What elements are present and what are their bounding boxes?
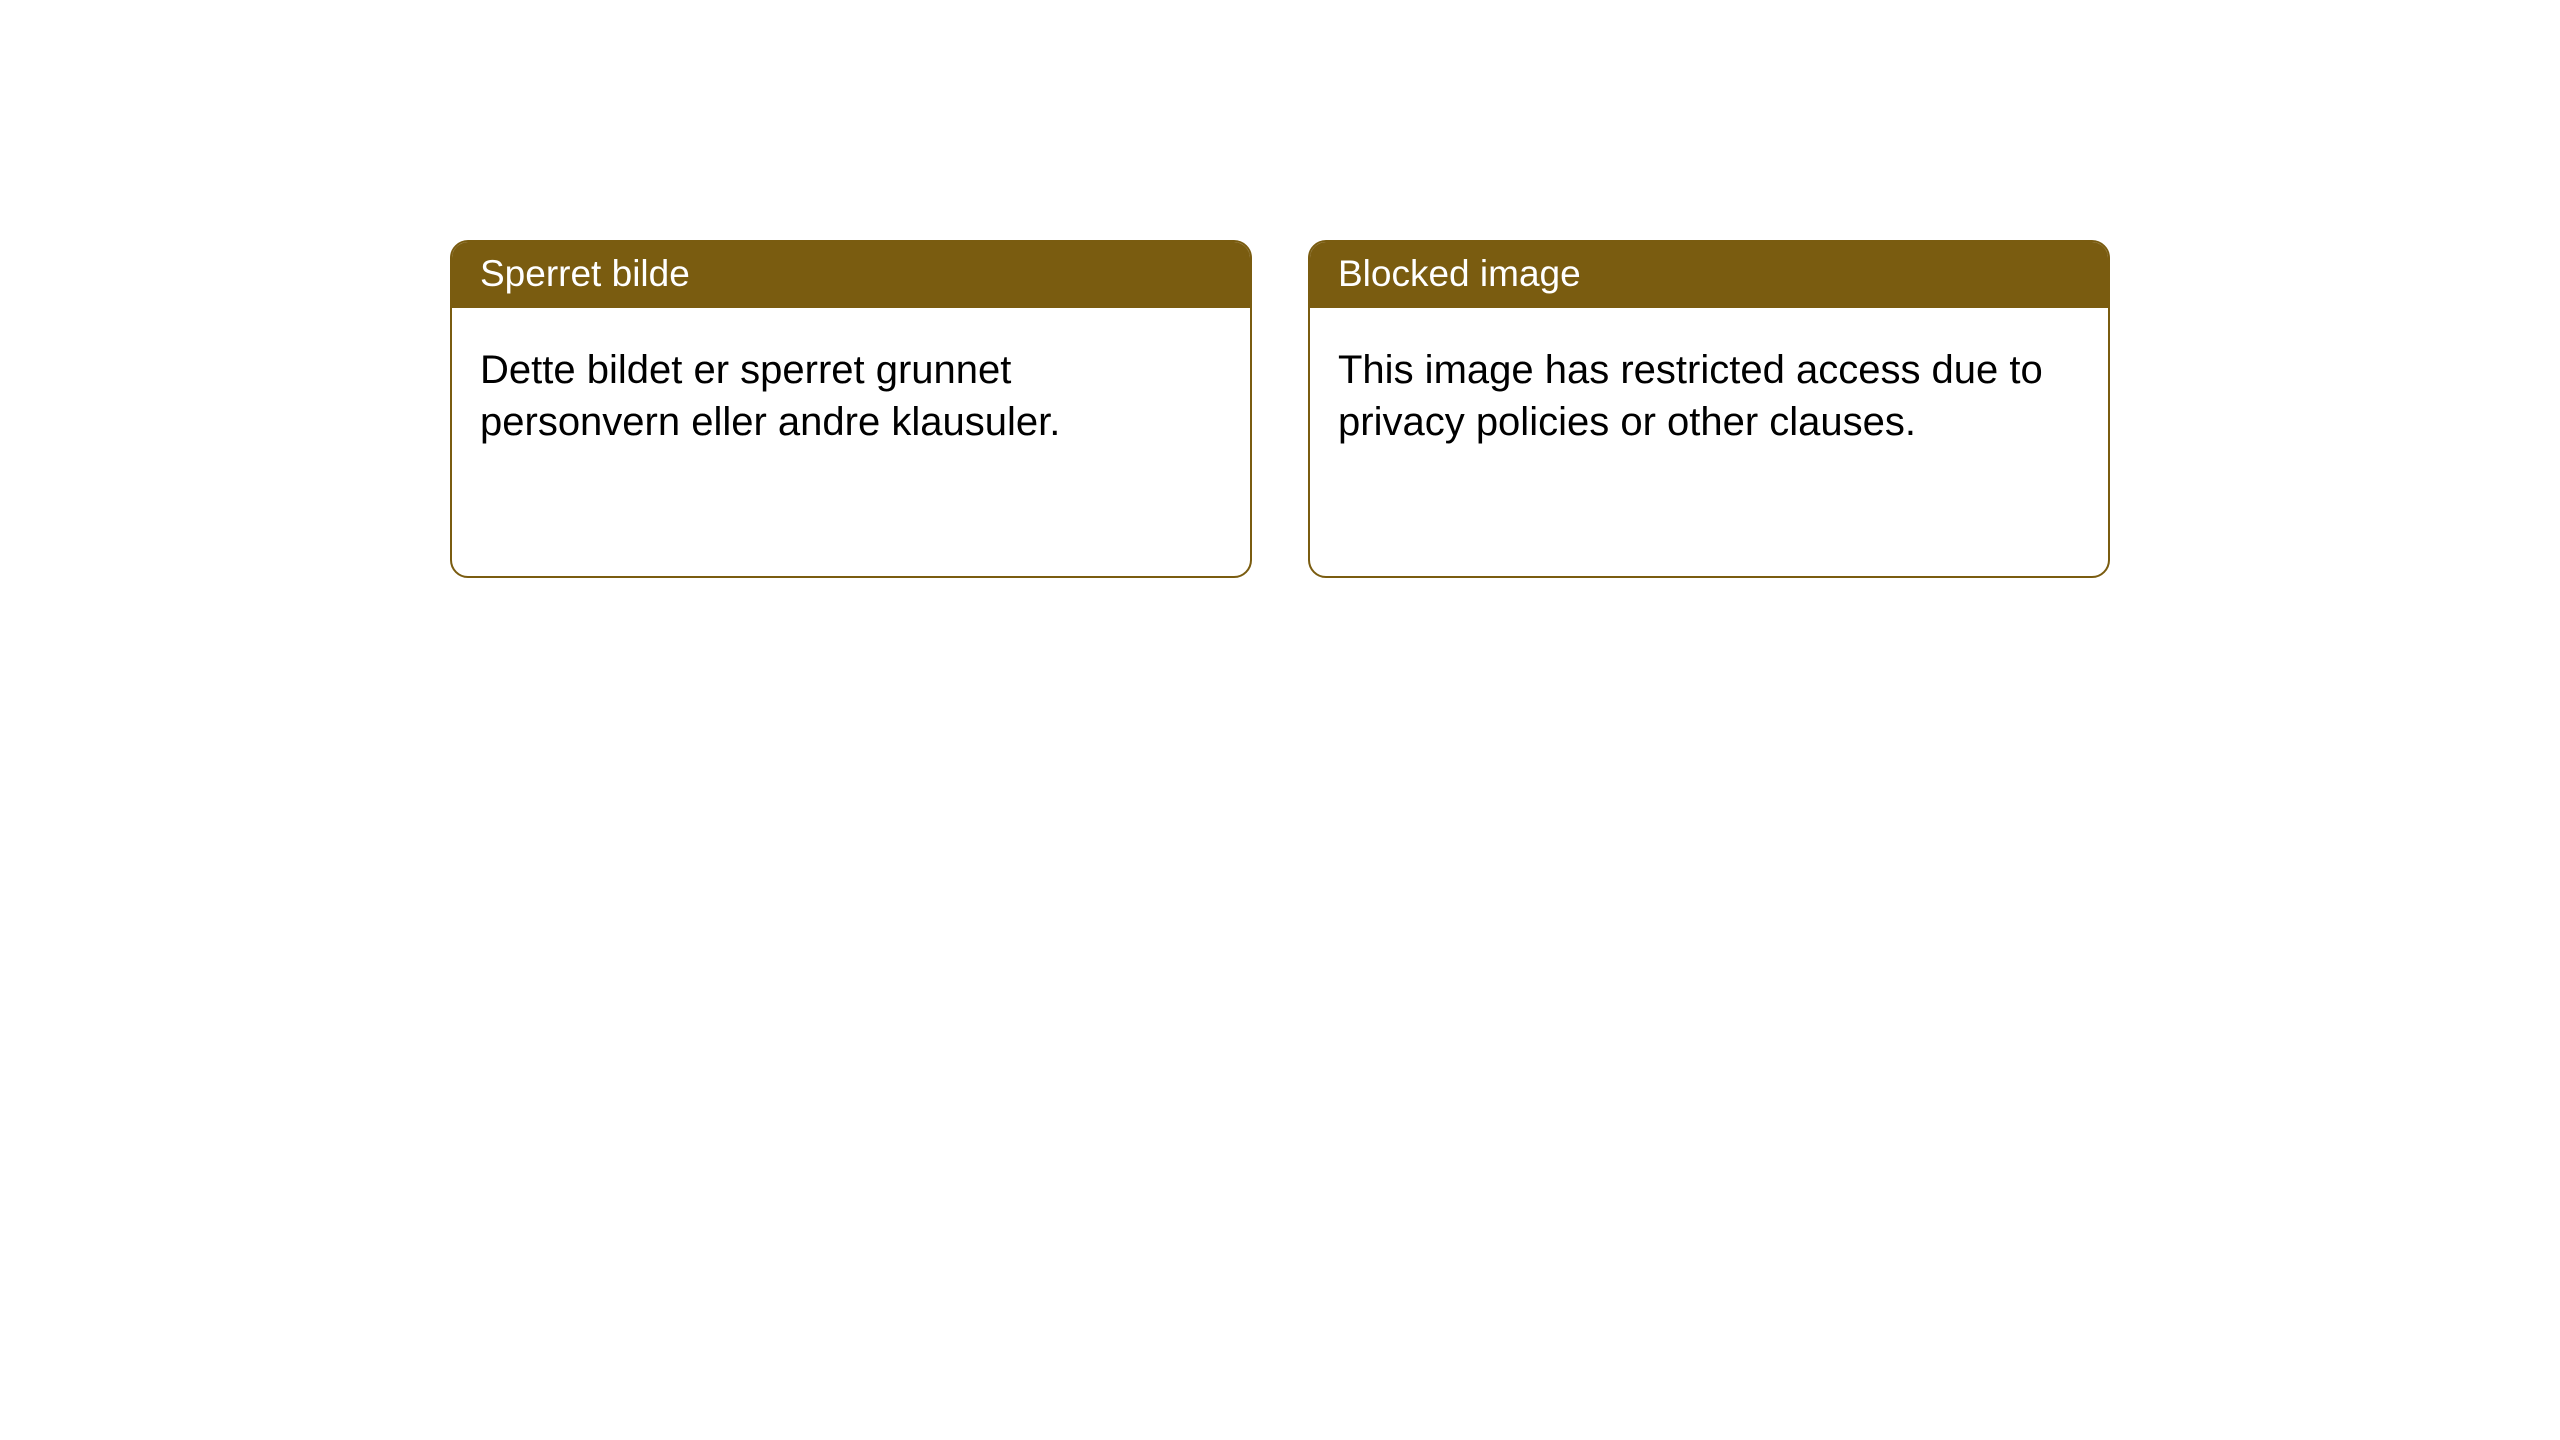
notice-text-norwegian: Dette bildet er sperret grunnet personve… <box>480 344 1222 448</box>
notice-container: Sperret bilde Dette bildet er sperret gr… <box>0 0 2560 578</box>
notice-box-english: Blocked image This image has restricted … <box>1308 240 2110 578</box>
notice-text-english: This image has restricted access due to … <box>1338 344 2080 448</box>
notice-title-norwegian: Sperret bilde <box>452 242 1250 308</box>
notice-box-norwegian: Sperret bilde Dette bildet er sperret gr… <box>450 240 1252 578</box>
notice-body-norwegian: Dette bildet er sperret grunnet personve… <box>452 308 1250 576</box>
notice-title-english: Blocked image <box>1310 242 2108 308</box>
notice-body-english: This image has restricted access due to … <box>1310 308 2108 576</box>
